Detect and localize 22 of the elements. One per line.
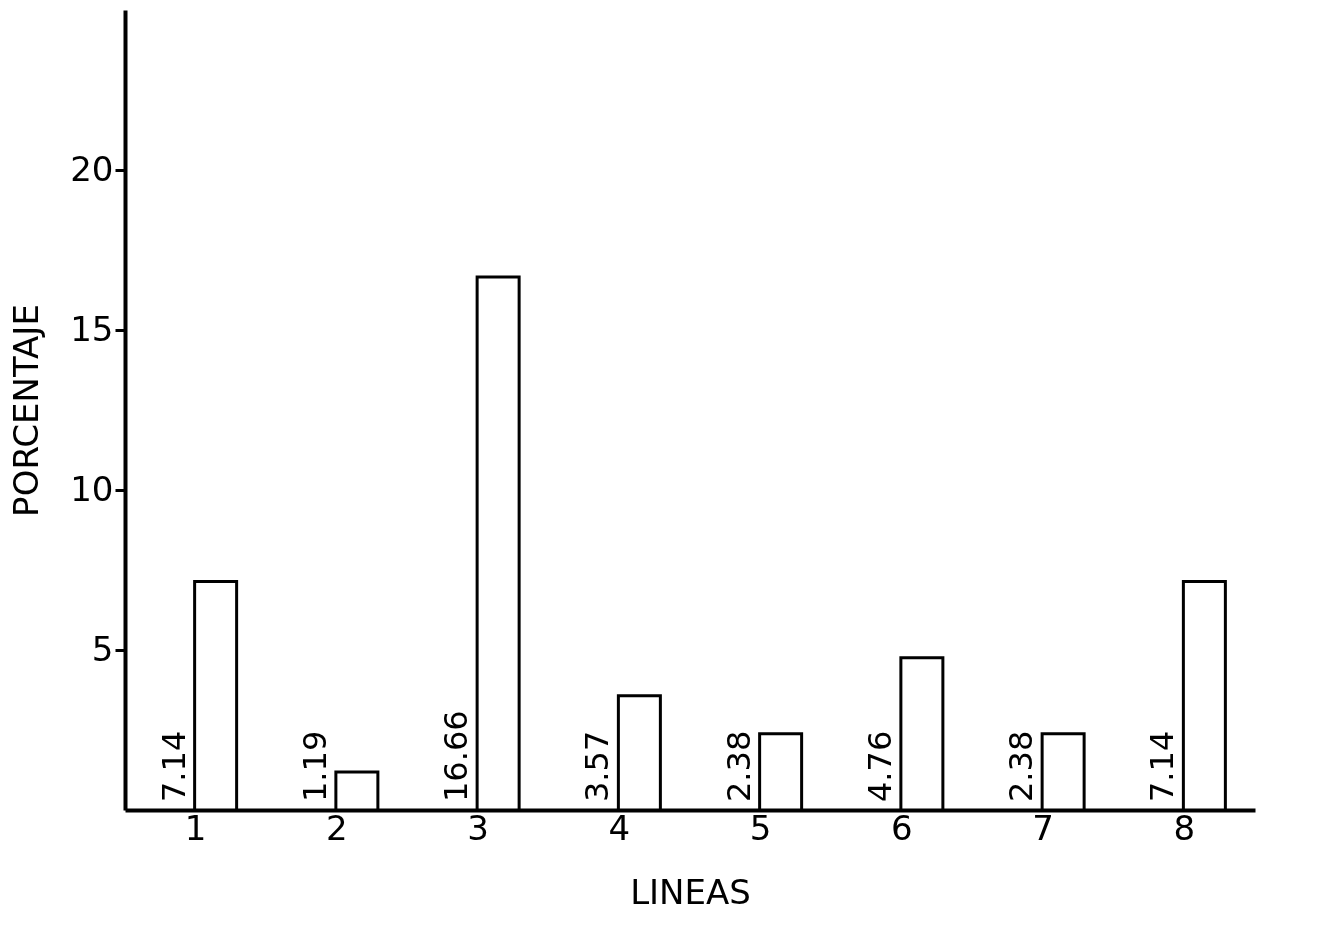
data-label: 4.76 (860, 730, 899, 802)
y-tick-label: 5 (91, 628, 114, 669)
x-tick-label: 2 (326, 807, 348, 848)
x-tick-label: 3 (467, 807, 489, 848)
x-tick-label: 1 (184, 807, 207, 848)
data-label: 1.19 (295, 730, 334, 802)
x-tick-label: 4 (608, 807, 631, 848)
x-tick-label: 5 (749, 807, 772, 848)
x-tick-label: 7 (1032, 807, 1054, 848)
x-tick-label: 6 (891, 807, 913, 848)
x-axis-title: LINEAS (630, 871, 751, 912)
y-tick-label: 15 (70, 308, 114, 349)
y-axis-title: PORCENTAJE (6, 304, 47, 517)
data-label: 2.38 (1002, 730, 1041, 802)
x-tick-label: 8 (1173, 807, 1196, 848)
data-label: 3.57 (578, 730, 617, 802)
data-label: 16.66 (437, 710, 476, 802)
data-label: 2.38 (719, 730, 758, 802)
data-label: 7.14 (154, 730, 193, 802)
data-label: 7.14 (1143, 730, 1182, 802)
y-tick-label: 20 (70, 148, 114, 189)
y-tick-label: 10 (70, 468, 114, 509)
